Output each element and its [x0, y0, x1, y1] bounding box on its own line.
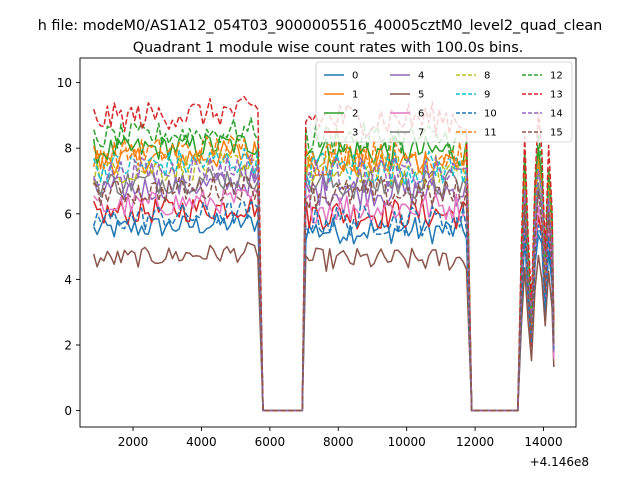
y-tick-label: 2 — [64, 339, 72, 353]
x-tick-label: 2000 — [118, 435, 149, 449]
y-axis: 0 2 4 6 8 10 — [57, 76, 80, 418]
legend-label-4: 4 — [418, 71, 424, 82]
series-line-14 — [92, 154, 555, 412]
series-line-11 — [92, 135, 555, 412]
series-line-10 — [92, 201, 555, 412]
series-line-9 — [92, 146, 555, 412]
legend-label-10: 10 — [484, 109, 497, 120]
series-layer — [92, 95, 555, 412]
series-line-12 — [92, 117, 555, 412]
legend-label-11: 11 — [484, 128, 497, 139]
legend-label-1: 1 — [352, 90, 358, 101]
y-tick-label: 10 — [57, 76, 72, 90]
legend-box — [315, 61, 573, 143]
x-tick-label: 8000 — [323, 435, 354, 449]
y-tick-label: 4 — [64, 273, 72, 287]
legend-label-6: 6 — [418, 109, 424, 120]
legend-label-12: 12 — [550, 71, 563, 82]
x-tick-label: 10000 — [388, 435, 426, 449]
figure-suptitle: h file: modeM0/AS1A12_054T03_9000005516_… — [38, 18, 603, 34]
legend-label-7: 7 — [418, 128, 424, 139]
legend-label-13: 13 — [550, 90, 563, 101]
legend-label-0: 0 — [352, 71, 358, 82]
y-tick-label: 0 — [64, 404, 72, 418]
axes-frame — [79, 57, 577, 428]
legend-label-14: 14 — [550, 109, 563, 120]
series-line-8 — [92, 150, 555, 412]
legend-label-3: 3 — [352, 128, 358, 139]
series-line-6 — [93, 187, 555, 412]
legend-label-9: 9 — [484, 90, 490, 101]
x-tick-label: 14000 — [524, 435, 562, 449]
y-tick-label: 6 — [64, 207, 72, 221]
y-tick-label: 8 — [64, 142, 72, 156]
x-offset-label: +4.146e8 — [530, 455, 589, 469]
x-tick-label: 4000 — [186, 435, 217, 449]
series-line-5 — [92, 241, 555, 412]
legend-label-15: 15 — [550, 128, 563, 139]
x-axis: 2000 4000 6000 8000 10000 12000 14000 — [118, 427, 563, 449]
x-tick-label: 6000 — [255, 435, 286, 449]
legend-label-5: 5 — [418, 90, 424, 101]
legend-label-2: 2 — [352, 109, 358, 120]
series-line-15 — [93, 175, 555, 412]
chart-title: Quadrant 1 module wise count rates with … — [133, 40, 524, 56]
legend-label-8: 8 — [484, 71, 490, 82]
series-line-7 — [93, 165, 555, 412]
x-tick-label: 12000 — [456, 435, 494, 449]
series-line-0 — [93, 212, 555, 412]
